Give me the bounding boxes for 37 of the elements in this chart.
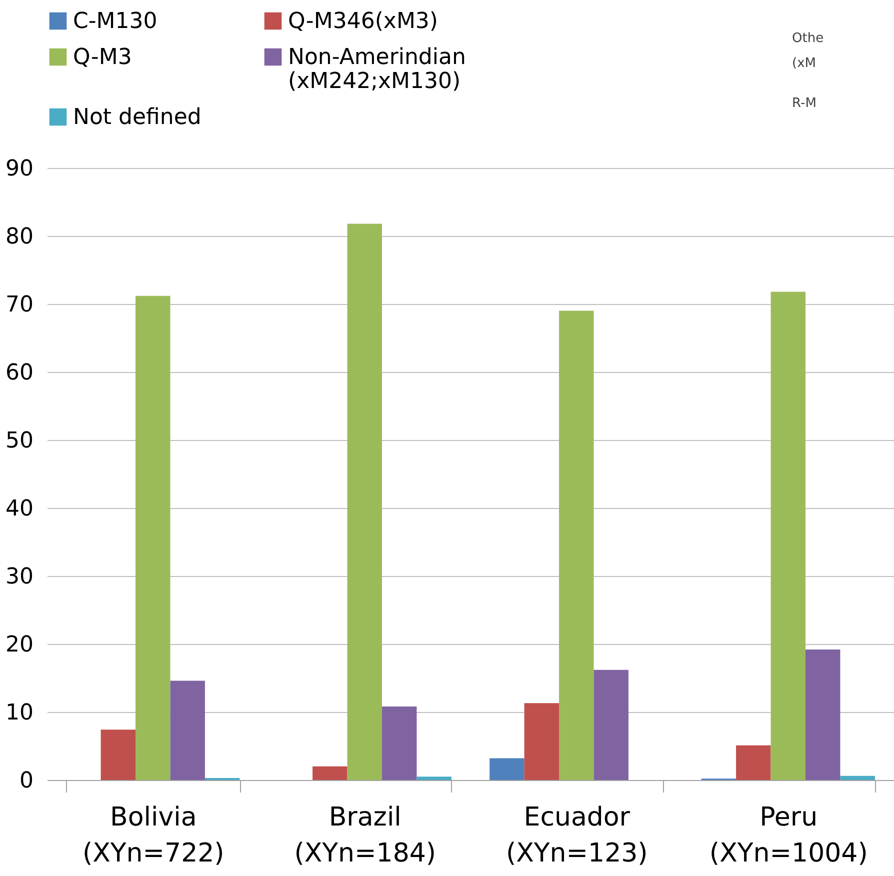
bar bbox=[805, 649, 840, 780]
legend-label: Q-M346(xM3) bbox=[288, 9, 438, 34]
y-tick-label: 10 bbox=[6, 700, 34, 726]
legend-label: C-M130 bbox=[73, 9, 158, 34]
y-tick-label: 30 bbox=[6, 564, 34, 590]
y-tick-label: 70 bbox=[6, 292, 34, 318]
y-tick-label: 40 bbox=[6, 496, 34, 522]
x-tick-label: Brazil (XYn=184) bbox=[294, 802, 436, 868]
bar bbox=[559, 310, 594, 780]
y-tick-label: 0 bbox=[20, 768, 34, 794]
bar bbox=[416, 776, 452, 780]
x-tick-label: Peru (XYn=1004) bbox=[709, 802, 868, 868]
x-tick-label: Ecuador (XYn=123) bbox=[506, 802, 648, 868]
y-tick-label: 80 bbox=[6, 224, 34, 250]
bar bbox=[736, 745, 771, 780]
bar bbox=[840, 776, 875, 780]
bar bbox=[594, 670, 628, 780]
text: Othe bbox=[792, 31, 824, 46]
bar bbox=[770, 292, 806, 780]
text: (xM bbox=[792, 56, 816, 71]
bar bbox=[170, 680, 205, 780]
legend-label: Q-M3 bbox=[73, 45, 132, 70]
bar bbox=[136, 296, 170, 780]
legend-label: Not defined bbox=[73, 105, 202, 130]
y-tick-label: 60 bbox=[6, 360, 34, 386]
x-tick-label: Bolivia (XYn=722) bbox=[82, 802, 224, 868]
y-tick-label: 20 bbox=[6, 632, 34, 658]
bar bbox=[347, 224, 382, 780]
legend-label: Non-Amerindian (xM242;xM130) bbox=[288, 45, 466, 94]
y-tick-label: 90 bbox=[6, 156, 34, 182]
bar bbox=[490, 758, 524, 780]
bar bbox=[382, 706, 417, 780]
bar bbox=[524, 703, 560, 780]
bar bbox=[100, 730, 136, 780]
y-tick-label: 50 bbox=[6, 428, 34, 454]
text: R-M bbox=[792, 96, 816, 111]
bar bbox=[312, 766, 348, 780]
